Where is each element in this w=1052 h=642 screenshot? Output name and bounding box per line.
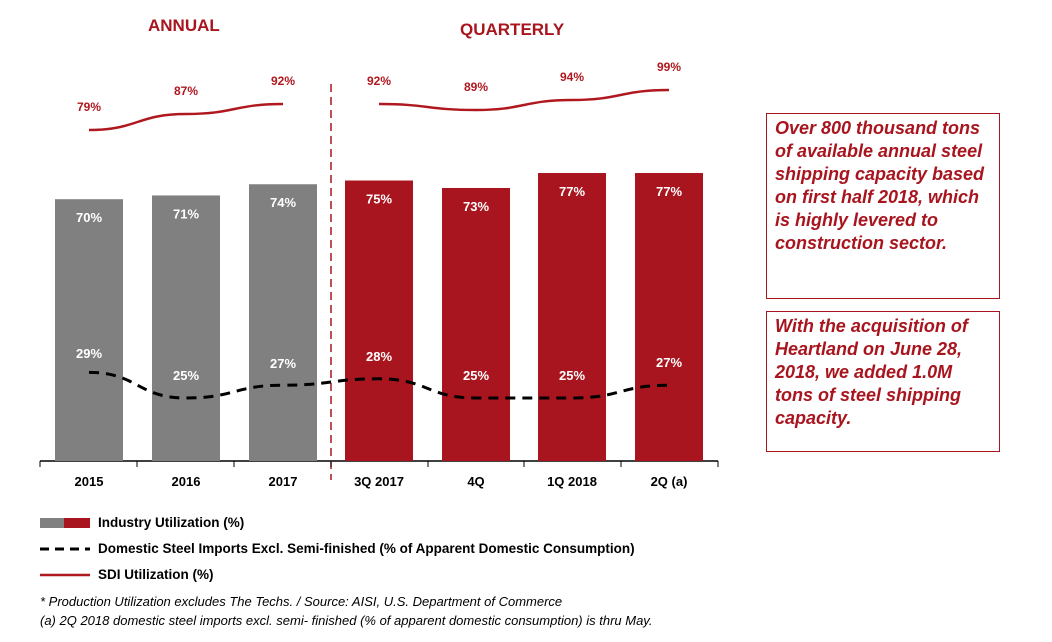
imports-label-3: 28%: [366, 349, 392, 364]
bar-3: [345, 180, 413, 461]
bar-label-6: 77%: [656, 184, 682, 199]
legend-sdi: SDI Utilization (%): [40, 567, 214, 582]
sdi-label-2: 92%: [271, 74, 295, 88]
imports-label-2: 27%: [270, 356, 296, 371]
sdi-label-3: 92%: [367, 74, 391, 88]
capacity-callout: Over 800 thousand tons of available annu…: [766, 113, 1000, 299]
sdi-label-4: 89%: [464, 80, 488, 94]
legend-industry-label: Industry Utilization (%): [98, 515, 245, 530]
bar-label-1: 71%: [173, 206, 199, 221]
annual-title: ANNUAL: [148, 16, 220, 35]
sdi-line-annual: [88, 102, 284, 132]
legend-imports-label: Domestic Steel Imports Excl. Semi-finish…: [98, 541, 635, 556]
x-tick-label-0: 2015: [75, 474, 104, 489]
legend-sdi-label: SDI Utilization (%): [98, 567, 214, 582]
footnote-source: * Production Utilization excludes The Te…: [40, 594, 563, 609]
sdi-label-0: 79%: [77, 100, 101, 114]
bar-label-0: 70%: [76, 210, 102, 225]
quarterly-title: QUARTERLY: [460, 20, 565, 39]
imports-label-1: 25%: [173, 368, 199, 383]
legend-imports: Domestic Steel Imports Excl. Semi-finish…: [40, 541, 635, 556]
bar-2: [249, 184, 317, 462]
utilization-chart: 70% 2015 71% 2016 74% 2017 75% 3Q 2017 73% 4Q 77% 1…: [39, 60, 719, 489]
sdi-label-5: 94%: [560, 70, 584, 84]
sdi-label-6: 99%: [657, 60, 681, 74]
bar-label-3: 75%: [366, 192, 392, 207]
sdi-label-1: 87%: [174, 84, 198, 98]
x-tick-label-1: 2016: [172, 474, 201, 489]
bar-4: [442, 187, 510, 462]
bar-label-2: 74%: [270, 195, 296, 210]
bar-1: [152, 195, 220, 461]
bar-5: [538, 173, 606, 461]
industry-swatch-icon: [40, 517, 90, 528]
x-tick-label-3: 3Q 2017: [354, 474, 404, 489]
x-tick-label-6: 2Q (a): [651, 474, 688, 489]
footnote-imports: (a) 2Q 2018 domestic steel imports excl.…: [40, 613, 653, 628]
x-tick-label-5: 1Q 2018: [547, 474, 597, 489]
dashed-line-icon: [40, 547, 90, 550]
imports-line: [88, 370, 670, 400]
bar-0: [55, 199, 123, 461]
bar-label-4: 73%: [463, 199, 489, 214]
imports-label-6: 27%: [656, 355, 682, 370]
imports-label-4: 25%: [463, 368, 489, 383]
bar-label-5: 77%: [559, 184, 585, 199]
legend-industry: Industry Utilization (%): [40, 515, 244, 530]
imports-label-5: 25%: [559, 368, 585, 383]
solid-line-icon: [40, 573, 90, 576]
bar-6: [635, 173, 703, 461]
imports-label-0: 29%: [76, 346, 102, 361]
sdi-line-quarterly: [378, 88, 670, 112]
acquisition-callout: With the acquisition of Heartland on Jun…: [766, 311, 1000, 452]
x-tick-label-2: 2017: [269, 474, 298, 489]
x-tick-label-4: 4Q: [467, 474, 484, 489]
